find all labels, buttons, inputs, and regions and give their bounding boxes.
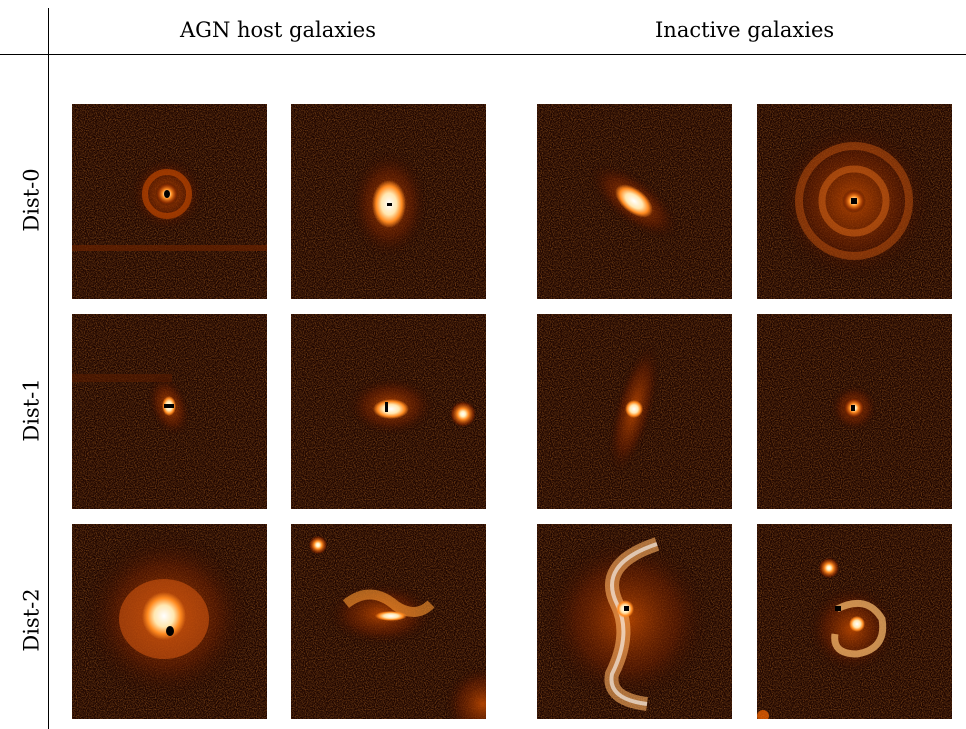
galaxy-image-dist0-inactive-2: [757, 104, 952, 299]
galaxy-image-dist1-inactive-2: [757, 314, 952, 509]
galaxy-image-dist2-agn-2: [291, 524, 486, 719]
row-label-dist-1: Dist-1: [19, 378, 44, 442]
header-inactive: Inactive galaxies: [655, 18, 835, 42]
row-label-dist-2: Dist-2: [19, 588, 44, 652]
row-label-dist-0: Dist-0: [19, 168, 44, 232]
vertical-divider: [48, 8, 49, 729]
galaxy-image-dist2-agn-1: [72, 524, 267, 719]
galaxy-image-dist1-agn-2: [291, 314, 486, 509]
galaxy-image-dist1-agn-1: [72, 314, 267, 509]
galaxy-image-dist0-agn-2: [291, 104, 486, 299]
galaxy-image-dist2-inactive-2: [757, 524, 952, 719]
galaxy-image-dist1-inactive-1: [537, 314, 732, 509]
header-agn: AGN host galaxies: [180, 18, 377, 42]
galaxy-image-dist0-inactive-1: [537, 104, 732, 299]
galaxy-image-dist2-inactive-1: [537, 524, 732, 719]
galaxy-image-dist0-agn-1: [72, 104, 267, 299]
header-divider: [0, 54, 966, 55]
